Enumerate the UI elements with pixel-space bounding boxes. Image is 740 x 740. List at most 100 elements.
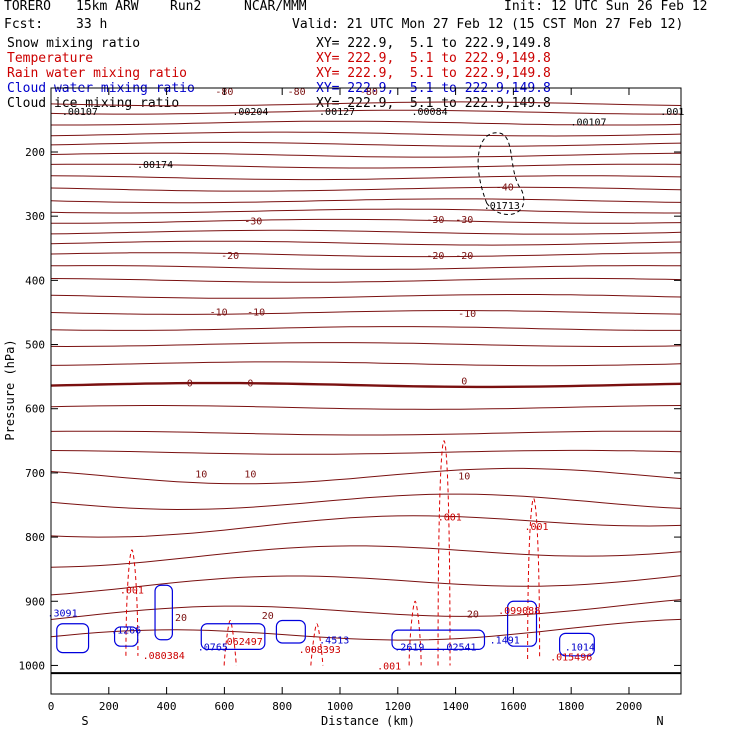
snow-max-label: .00084 bbox=[412, 107, 448, 118]
legend-name-snow: Snow mixing ratio bbox=[7, 36, 141, 51]
snow-max-label: .001 bbox=[660, 107, 684, 118]
isotherm-line bbox=[50, 381, 682, 389]
x-axis-label: Distance (km) bbox=[321, 714, 415, 728]
isotherm-line bbox=[50, 326, 681, 331]
isotherm-line bbox=[50, 575, 682, 596]
temperature-label: 10 bbox=[458, 471, 470, 482]
legend-xy-cloudice: XY= 222.9, 5.1 to 222.9,149.8 bbox=[316, 96, 551, 111]
rain-contour bbox=[408, 600, 422, 666]
snow-contour bbox=[477, 132, 525, 216]
y-tick-label: 900 bbox=[25, 595, 45, 608]
y-tick-label: 400 bbox=[25, 274, 45, 287]
cloud-water-contour bbox=[275, 619, 306, 644]
isotherm-line bbox=[50, 294, 682, 299]
rain-max-label: .015496 bbox=[550, 652, 592, 663]
temperature-label: -10 bbox=[210, 308, 228, 319]
cloud-water-max-label: .4513 bbox=[319, 636, 349, 647]
rain-max-label: .001 bbox=[120, 586, 144, 597]
x-tick-label: 600 bbox=[214, 700, 234, 713]
isotherm-line bbox=[50, 405, 682, 410]
rain-max-label: .001 bbox=[524, 522, 548, 533]
snow-max-label: .00107 bbox=[570, 118, 606, 129]
rain-max-label: .001 bbox=[377, 661, 401, 672]
temperature-label: -20 bbox=[455, 251, 473, 262]
temperature-label: 10 bbox=[244, 469, 256, 480]
x-tick-label: 1200 bbox=[385, 700, 412, 713]
x-end-label-left: S bbox=[81, 714, 88, 728]
snow-contours bbox=[477, 132, 525, 216]
plot-frame bbox=[50, 87, 682, 695]
x-tick-label: 400 bbox=[157, 700, 177, 713]
isotherm-line bbox=[50, 467, 682, 485]
legend-xy-snow: XY= 222.9, 5.1 to 222.9,149.8 bbox=[316, 36, 551, 51]
isotherm-line bbox=[50, 430, 682, 436]
isotherm-line bbox=[50, 545, 682, 568]
temperature-label: -30 bbox=[426, 215, 444, 226]
legend-xy-rain: XY= 222.9, 5.1 to 222.9,149.8 bbox=[316, 66, 551, 81]
y-tick-label: 1000 bbox=[19, 659, 46, 672]
cloud-water-contour bbox=[200, 623, 266, 650]
temperature-label: -10 bbox=[247, 308, 265, 319]
isotherm-line bbox=[50, 515, 682, 538]
header-run: Run2 bbox=[170, 0, 202, 14]
y-tick-label: 300 bbox=[25, 210, 45, 223]
temperature-label: 0 bbox=[461, 376, 467, 387]
cloud-water-contours bbox=[56, 584, 595, 657]
isotherm-line bbox=[50, 101, 682, 107]
rain-contour bbox=[310, 623, 324, 666]
isotherm-line bbox=[50, 252, 682, 258]
cloud-water-max-label: .3091 bbox=[48, 609, 78, 620]
temperature-label: -20 bbox=[221, 251, 239, 262]
x-tick-label: 1600 bbox=[500, 700, 527, 713]
cloud-water-max-label: .1266 bbox=[111, 625, 141, 636]
isotherm-line bbox=[50, 141, 682, 147]
header-fcst-label: Fcst: bbox=[4, 17, 44, 32]
rain-contour bbox=[125, 549, 139, 656]
isotherm-line bbox=[50, 163, 682, 169]
isotherm-line bbox=[50, 310, 682, 315]
temperature-label: 0 bbox=[187, 378, 193, 389]
header-grid: 15km ARW bbox=[76, 0, 139, 14]
rain-max-label: .001 bbox=[438, 512, 462, 523]
cloud-water-max-label: .0765 bbox=[198, 643, 228, 654]
temperature-label: -20 bbox=[426, 251, 444, 262]
cloud-water-contour bbox=[507, 600, 538, 647]
header-fcst-value: 33 h bbox=[76, 17, 108, 32]
isotherm-line bbox=[50, 277, 682, 283]
x-tick-label: 0 bbox=[48, 700, 55, 713]
x-tick-label: 1400 bbox=[442, 700, 469, 713]
temperature-label: 20 bbox=[175, 613, 187, 624]
temperature-label: -10 bbox=[458, 309, 476, 320]
rain-max-label: .008393 bbox=[299, 645, 341, 656]
y-tick-label: 800 bbox=[25, 531, 45, 544]
rain-contours bbox=[125, 440, 541, 666]
isotherm-line bbox=[51, 218, 682, 224]
cloud-water-contour bbox=[56, 623, 90, 654]
x-tick-label: 2000 bbox=[616, 700, 643, 713]
y-tick-label: 700 bbox=[25, 467, 45, 480]
isotherm-line bbox=[50, 208, 681, 214]
temperature-label: 20 bbox=[262, 611, 274, 622]
isotherm-line bbox=[50, 449, 682, 455]
cloud-water-contour bbox=[113, 626, 139, 647]
isotherm-line bbox=[50, 618, 682, 641]
cloud-water-max-label: .02541 bbox=[440, 643, 476, 654]
header-model: TORERO bbox=[4, 0, 51, 14]
isotherm-line bbox=[50, 152, 682, 158]
header-org: NCAR/MMM bbox=[244, 0, 307, 14]
isotherm-line bbox=[50, 240, 682, 246]
isotherm-line bbox=[51, 120, 682, 126]
isotherm-line bbox=[50, 229, 682, 235]
temperature-isotherms bbox=[50, 101, 682, 675]
y-tick-label: 600 bbox=[25, 403, 45, 416]
snow-max-label: .00107 bbox=[62, 107, 98, 118]
cloud-water-max-label: .1491 bbox=[490, 636, 520, 647]
rain-max-label: .080384 bbox=[143, 651, 185, 662]
cloud-water-contour bbox=[391, 629, 486, 650]
isotherm-line bbox=[50, 131, 682, 137]
temperature-label: -30 bbox=[244, 217, 262, 228]
rain-contour bbox=[437, 440, 451, 666]
rain-contour bbox=[223, 620, 237, 666]
